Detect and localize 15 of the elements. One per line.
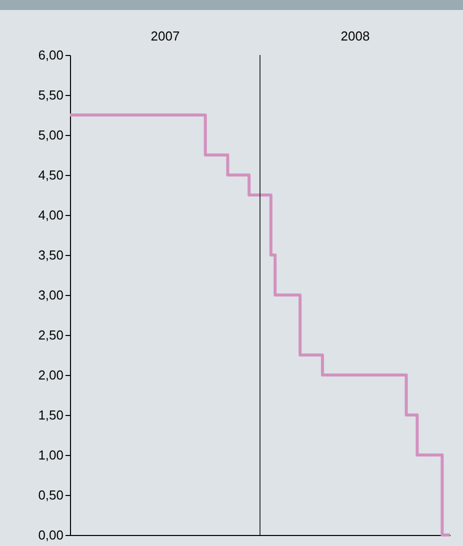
y-tick-label: 5,50: [38, 88, 64, 102]
x-tick-label: 2008: [340, 28, 370, 44]
y-tick-label: 4,50: [38, 168, 64, 182]
y-tick-label: 6,00: [38, 48, 64, 62]
y-tick-label: 4,00: [38, 208, 64, 222]
y-tick-label: 3,00: [38, 288, 64, 302]
y-tick-label: 0,00: [38, 528, 64, 542]
y-tick-label: 0,50: [38, 488, 64, 502]
y-tick-label: 1,00: [38, 448, 64, 462]
y-tick-label: 5,00: [38, 128, 64, 142]
y-tick-label: 2,50: [38, 328, 64, 342]
y-tick-label: 1,50: [38, 408, 64, 422]
x-tick-label: 2007: [150, 28, 180, 44]
y-tick-label: 2,00: [38, 368, 64, 382]
y-tick-label: 3,50: [38, 248, 64, 262]
